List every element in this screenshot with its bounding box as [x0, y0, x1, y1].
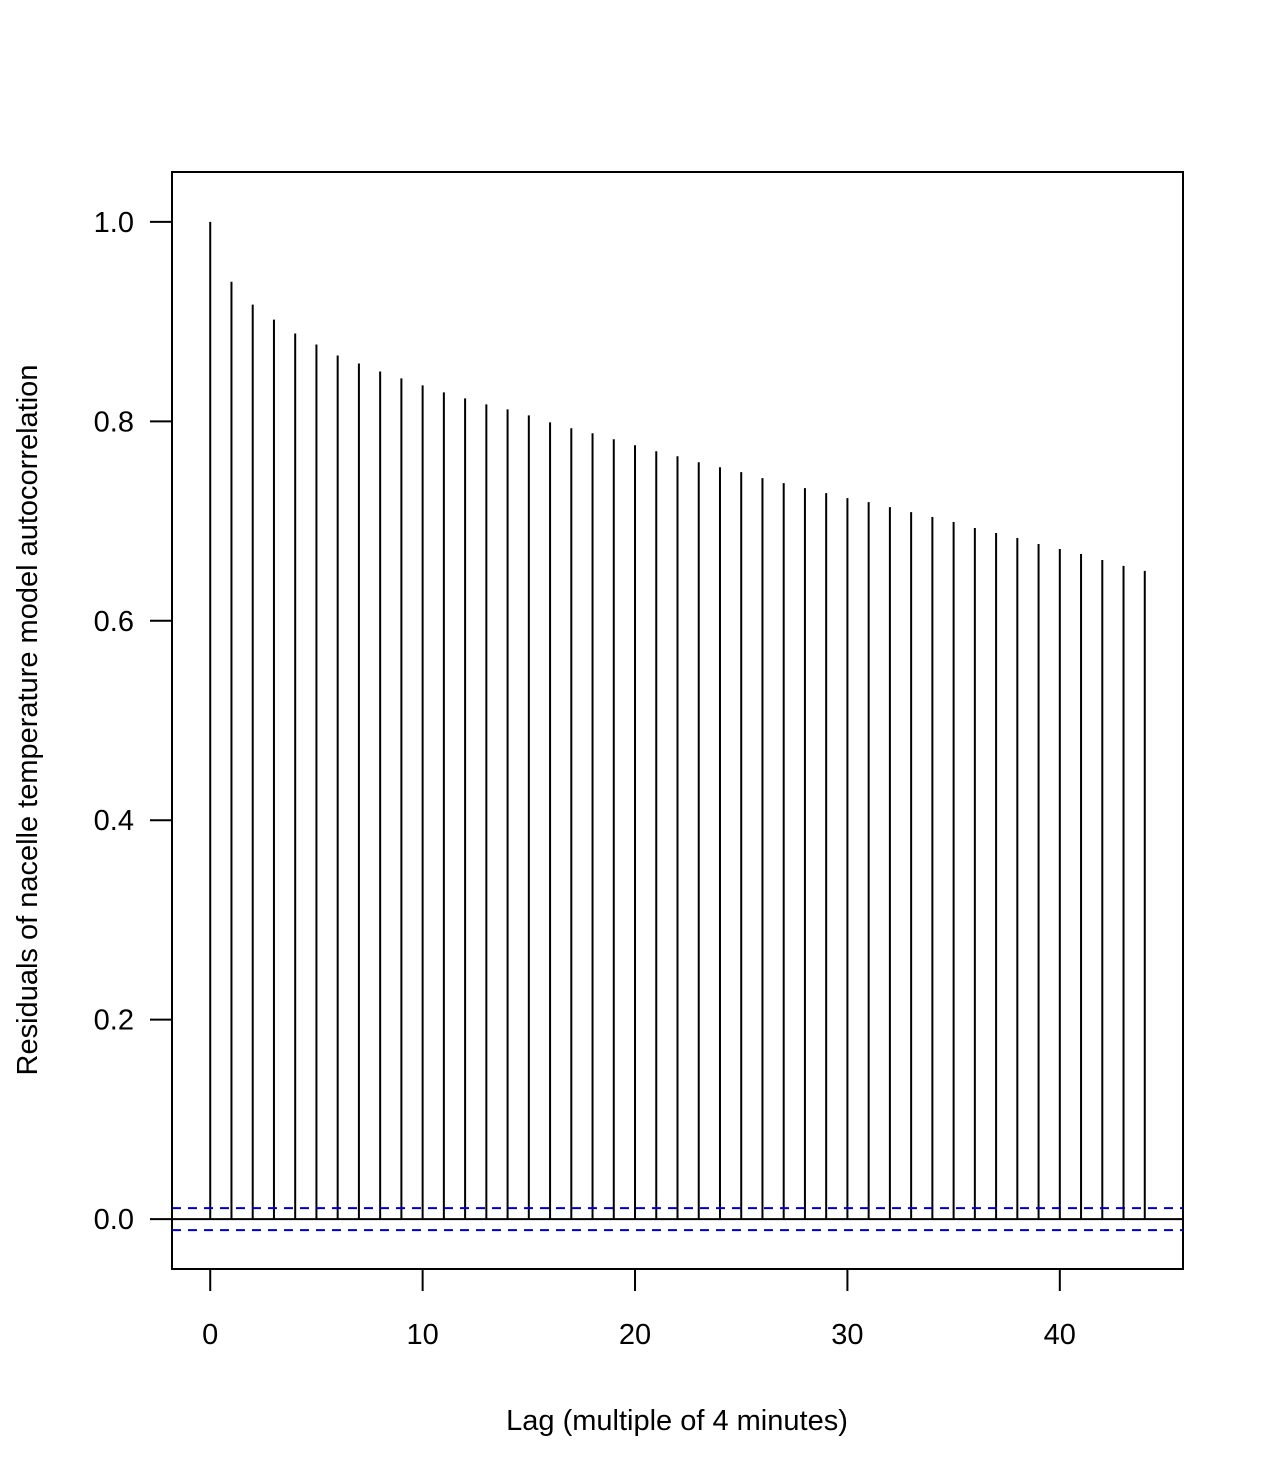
x-tick-label: 0 [202, 1319, 218, 1351]
y-tick-label: 0.8 [94, 406, 134, 438]
y-axis: 0.0 0.2 0.4 0.6 0.8 1.0 [94, 207, 173, 1236]
x-axis-title: Lag (multiple of 4 minutes) [506, 1405, 848, 1437]
x-tick-label: 30 [831, 1319, 863, 1351]
y-tick-label: 0.4 [94, 805, 134, 837]
y-axis-title: Residuals of nacelle temperature model a… [12, 365, 44, 1076]
x-axis: 0 10 20 30 40 [202, 1268, 1076, 1351]
x-tick-label: 40 [1044, 1319, 1076, 1351]
y-tick-label: 0.0 [94, 1204, 134, 1236]
y-tick-label: 0.2 [94, 1005, 134, 1037]
y-tick-label: 1.0 [94, 207, 134, 239]
x-tick-label: 20 [619, 1319, 651, 1351]
x-tick-label: 10 [406, 1319, 438, 1351]
y-tick-label: 0.6 [94, 606, 134, 638]
acf-bars [209, 221, 1146, 1220]
